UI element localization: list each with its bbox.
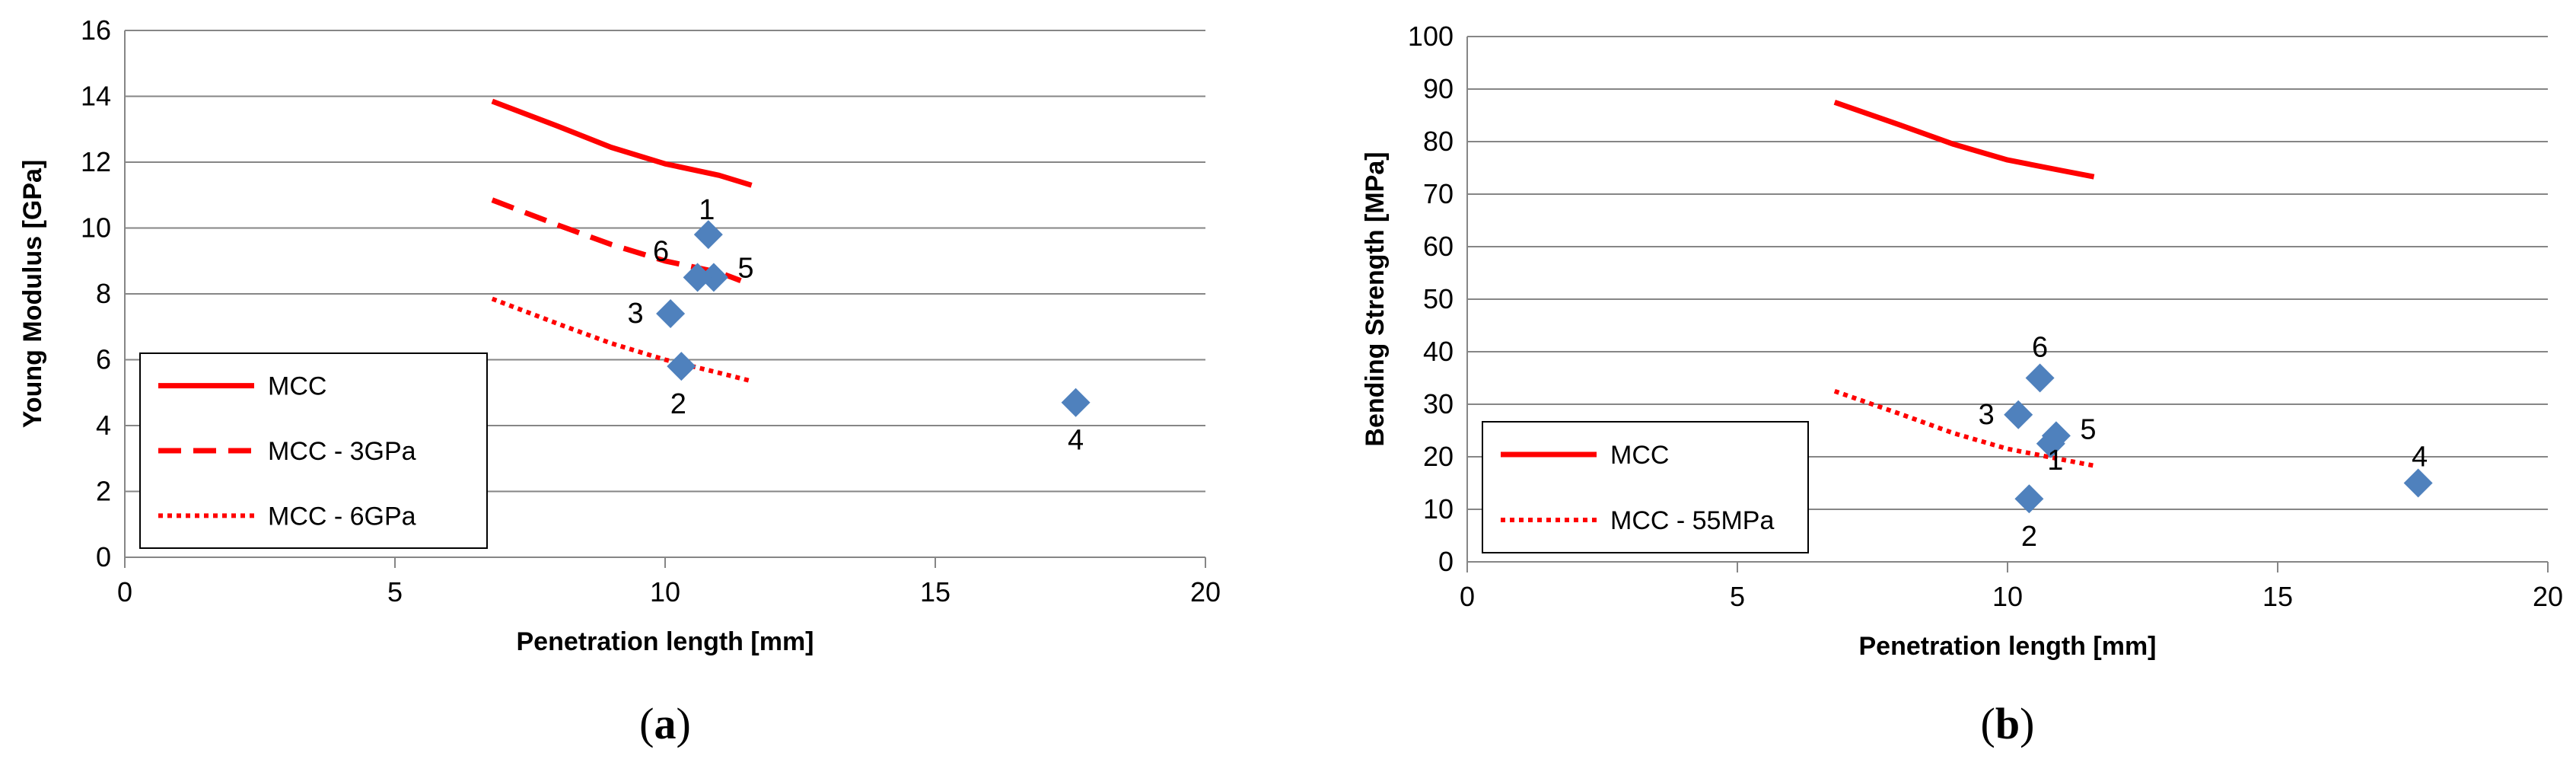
series-line-0 [1833,99,2095,180]
y-tick-label: 60 [1423,231,1454,262]
y-tick-label: 0 [96,541,111,572]
y-tick-label: 90 [1423,73,1454,104]
y-tick-label: 50 [1423,283,1454,314]
y-tick-label: 40 [1423,336,1454,367]
y-tick-label: 4 [96,410,111,441]
y-tick-label: 0 [1438,546,1454,577]
data-point-label: 2 [670,388,686,420]
chart-panel-a: 0 2 4 6 8 10 12 14 16 0 5 10 15 20 Penetration length … [18,14,1221,748]
data-point-label: 5 [2080,413,2096,445]
caption-close: ) [2020,699,2034,748]
x-tick-label: 0 [1460,581,1475,612]
data-point-marker [693,220,723,250]
caption-letter: a [654,699,677,748]
y-tick-label: 2 [96,476,111,507]
data-point-marker [2025,363,2055,393]
caption-letter: b [1995,699,2020,748]
legend-box [1482,421,1809,553]
x-tick-label: 20 [1190,576,1221,608]
data-point-label: 2 [2021,521,2037,553]
series-line-2 [491,296,753,384]
y-tick-label: 8 [96,278,111,309]
data-point-label: 5 [737,252,753,284]
x-tick-label: 5 [1730,581,1745,612]
data-point-marker [699,263,728,292]
x-axis-title: Penetration length [mm] [516,627,814,656]
y-tick-label: 100 [1408,21,1454,52]
legend-label-2: MCC - 6GPa [268,502,416,531]
legend-label-0: MCC [268,372,326,401]
data-point-marker [2403,468,2433,498]
y-tick-label: 6 [96,344,111,375]
y-axis-title: Bending Strength [MPa] [1361,151,1390,446]
x-tick-label: 15 [2262,581,2293,612]
y-tick-label: 10 [81,212,111,244]
y-tick-label: 70 [1423,178,1454,209]
data-point-marker [2041,421,2071,451]
y-tick-label: 10 [1423,493,1454,525]
caption-open: ( [1981,699,1995,748]
x-tick-label: 0 [117,576,132,608]
x-axis-title: Penetration length [mm] [1858,632,2156,661]
legend-label-0: MCC [1610,441,1669,470]
data-point-marker [667,352,696,381]
y-tick-label: 14 [81,81,111,112]
y-tick-label: 30 [1423,388,1454,419]
x-tick-label: 15 [920,576,950,608]
caption-close: ) [677,699,691,748]
caption-open: ( [639,699,654,748]
series-line-1 [491,197,742,283]
data-point-marker [656,298,686,328]
x-tick-label: 10 [1992,581,2023,612]
x-tick-label: 10 [650,576,680,608]
y-tick-label: 12 [81,146,111,177]
chart-panel-b: 0 10 20 30 40 50 60 70 80 90 100 0 5 10 15 20 Penetratio… [1288,0,2576,775]
data-point-label: 3 [628,298,644,330]
y-axis-title: Young Modulus [GPa] [18,160,47,429]
data-point-marker [1061,388,1091,417]
y-tick-label: 80 [1423,126,1454,157]
y-tick-label: 20 [1423,441,1454,472]
data-point-label: 4 [2412,442,2428,474]
data-point-marker [2004,400,2033,429]
x-tick-label: 5 [387,576,403,608]
panel-caption: (a) [639,699,691,748]
data-point-marker [683,263,712,292]
data-point-label: 1 [699,194,715,226]
data-point-label: 6 [653,235,669,267]
legend-label-1: MCC - 55MPa [1610,506,1774,535]
y-tick-label: 16 [81,14,111,46]
legend-label-1: MCC - 3GPa [268,437,416,466]
data-point-label: 6 [2032,332,2048,364]
x-tick-label: 20 [2533,581,2563,612]
series-line-0 [491,98,753,188]
data-point-label: 4 [1068,425,1084,457]
panel-caption: (b) [1981,699,2035,748]
data-point-marker [2014,484,2044,514]
data-point-label: 3 [1979,399,1995,431]
data-point-label: 1 [2047,445,2063,477]
series-line-1 [1833,388,2095,468]
